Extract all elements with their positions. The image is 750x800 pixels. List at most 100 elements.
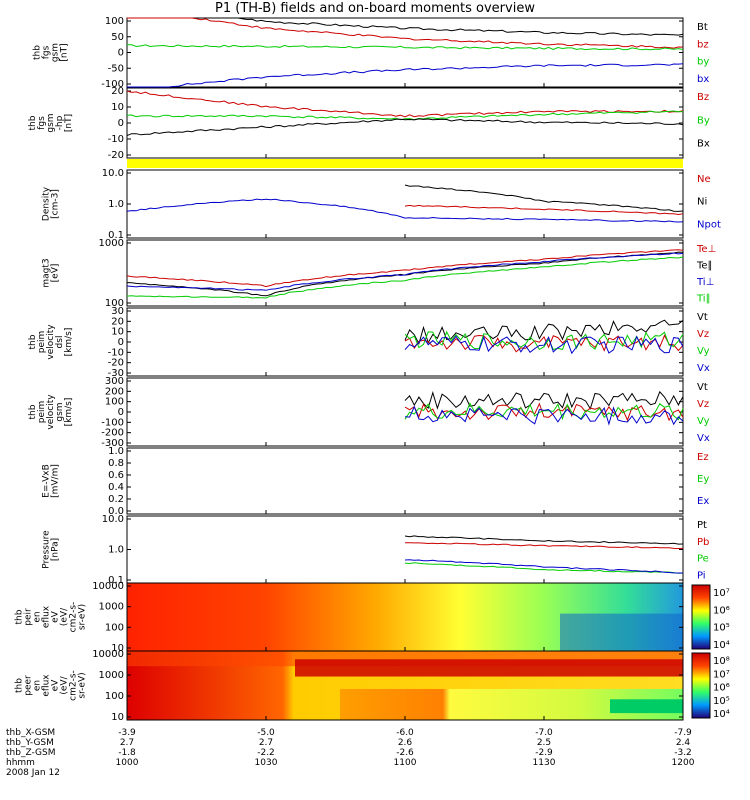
y-tick-label: 1.0 bbox=[108, 199, 124, 210]
y-tick-label: 1000 bbox=[99, 670, 124, 681]
ephemeris-value: 1000 bbox=[116, 758, 139, 768]
y-tick-label: -100 bbox=[101, 79, 124, 90]
panel-frame bbox=[126, 447, 684, 515]
y-tick-label: 1.0 bbox=[108, 446, 124, 457]
y-tick-label: 100 bbox=[105, 691, 124, 702]
y-axis-label-line: thb bbox=[28, 334, 38, 349]
y-tick-label: 0.8 bbox=[108, 458, 124, 469]
y-tick-label: -30 bbox=[108, 368, 124, 379]
ephemeris-value: 1030 bbox=[255, 758, 278, 768]
y-tick-label: 100 bbox=[105, 16, 124, 27]
ephemeris-value: -2.2 bbox=[257, 748, 275, 758]
y-axis-label-line: (eV/ bbox=[60, 607, 70, 626]
y-axis-label-line: sr-eV) bbox=[78, 604, 88, 630]
legend-entry: Ti∥ bbox=[696, 294, 711, 305]
y-axis-label-line: cm2-s- bbox=[69, 670, 79, 701]
y-tick-label: -20 bbox=[108, 150, 124, 161]
legend-entry: bx bbox=[697, 74, 709, 85]
colorbar bbox=[691, 652, 711, 719]
y-axis-label-line: gsm bbox=[55, 402, 65, 421]
y-tick-label: -20 bbox=[108, 358, 124, 369]
y-tick-label: 10 bbox=[111, 327, 124, 338]
panel-2: thb fgs gsm -hp [nT] bbox=[28, 87, 684, 159]
series-line-Ti⊥ bbox=[126, 252, 684, 291]
y-axis-label-line: [km/s] bbox=[64, 328, 74, 357]
y-axis-label: thb fgs gsm [nT] bbox=[33, 43, 70, 62]
series-line-bx bbox=[127, 63, 684, 88]
y-axis-label-line: [km/s] bbox=[64, 398, 74, 427]
ephemeris-value: -2.9 bbox=[535, 748, 553, 758]
panel-6: thb peim velocity gsm [km/s] bbox=[28, 377, 684, 447]
y-axis-label-line: cm2-s- bbox=[69, 602, 79, 633]
panel-frame bbox=[126, 239, 684, 307]
y-tick-label: 100 bbox=[105, 397, 124, 408]
y-axis-label-line: (eV/ bbox=[60, 675, 70, 694]
series-line-Ti∥ bbox=[126, 256, 684, 299]
colorbar-tick-label: 10⁵ bbox=[713, 623, 730, 634]
y-axis-label-line: [nT] bbox=[64, 114, 74, 132]
series-line-By bbox=[126, 110, 684, 121]
panel-7: E=-VxB [mV/m] bbox=[42, 447, 684, 515]
y-tick-label: 0.6 bbox=[108, 470, 124, 481]
legend-entry: Vx bbox=[697, 363, 710, 374]
chart-title: P1 (TH-B) fields and on-board moments ov… bbox=[215, 1, 535, 16]
y-axis-label-line: eV bbox=[51, 610, 61, 623]
series-line-Te⊥ bbox=[126, 249, 684, 288]
y-axis-label-line: thb bbox=[28, 404, 38, 419]
y-tick-label: 0 bbox=[118, 337, 124, 348]
ephemeris-value: -2.6 bbox=[396, 748, 414, 758]
y-axis-label-line: E=-VxB bbox=[42, 464, 52, 498]
series-line-Pb bbox=[405, 542, 684, 550]
panel-10: thb peer en eflux eV (eV/cm2-s-sr-eV) bbox=[15, 650, 711, 721]
legend-entry: Pi bbox=[697, 570, 706, 581]
y-tick-label: 100 bbox=[105, 298, 124, 309]
y-tick-label: -100 bbox=[101, 417, 124, 428]
spectrogram-peak-band bbox=[295, 659, 683, 677]
series-line-bz bbox=[127, 17, 684, 49]
ephemeris-value: -1.8 bbox=[118, 748, 136, 758]
ephemeris-value: -6.0 bbox=[396, 728, 414, 738]
series-line-Vt bbox=[404, 390, 684, 410]
y-axis-label-line: fgs bbox=[42, 45, 52, 59]
y-axis-label-line: -hp bbox=[55, 115, 65, 130]
panel-9: thb peir en eflux eV (eV/cm2-s-sr-eV) bbox=[15, 582, 711, 652]
series-line-Npot bbox=[126, 198, 684, 223]
y-axis-label-line: Pressure bbox=[42, 530, 52, 569]
series-line-Vx bbox=[404, 405, 684, 426]
y-axis-label-line: en bbox=[33, 680, 43, 691]
y-tick-label: -300 bbox=[101, 438, 124, 449]
y-axis-label: Density [cm-3] bbox=[42, 186, 61, 221]
ephemeris-value: -7.9 bbox=[674, 728, 692, 738]
y-axis-label-line: dsl bbox=[55, 336, 65, 349]
series-line-Vy bbox=[404, 330, 684, 351]
y-axis-label-line: eflux bbox=[42, 674, 52, 697]
y-axis-label: E=-VxB [mV/m] bbox=[42, 464, 61, 498]
series-line-Vt bbox=[404, 319, 684, 346]
ephemeris-value: -5.0 bbox=[257, 728, 275, 738]
spectrogram-green-patch bbox=[610, 699, 683, 714]
y-tick-label: 10.0 bbox=[102, 168, 124, 179]
y-axis-label-line: sr-eV) bbox=[78, 672, 88, 698]
legend-entry: By bbox=[697, 115, 710, 126]
y-tick-label: 0.0 bbox=[108, 506, 124, 517]
y-tick-label: 10000 bbox=[92, 581, 124, 592]
y-axis-label: Pressure [nPa] bbox=[42, 530, 61, 569]
y-axis-label-line: Density bbox=[42, 186, 52, 221]
ephemeris-label: thb_Y-GSM bbox=[6, 738, 54, 748]
legend-entry: Ex bbox=[697, 496, 709, 507]
colorbar-tick-label: 10⁴ bbox=[713, 640, 730, 651]
y-axis-label: magt3 [eV] bbox=[42, 258, 61, 287]
legend-entry: Pe bbox=[697, 554, 709, 565]
ephemeris-value: 2.7 bbox=[259, 738, 273, 748]
y-tick-label: 1.0 bbox=[108, 545, 124, 556]
y-axis-label-line: eV bbox=[51, 679, 61, 692]
y-axis-label-line: thb bbox=[28, 115, 38, 130]
y-tick-label: 30 bbox=[111, 306, 124, 317]
y-tick-label: 0 bbox=[118, 407, 124, 418]
y-tick-label: 0.1 bbox=[108, 575, 124, 586]
series-line-by bbox=[127, 44, 684, 51]
legend-entry: Npot bbox=[697, 219, 721, 230]
ephemeris-value: 2.6 bbox=[398, 738, 413, 748]
series-line-Pi bbox=[404, 559, 683, 574]
